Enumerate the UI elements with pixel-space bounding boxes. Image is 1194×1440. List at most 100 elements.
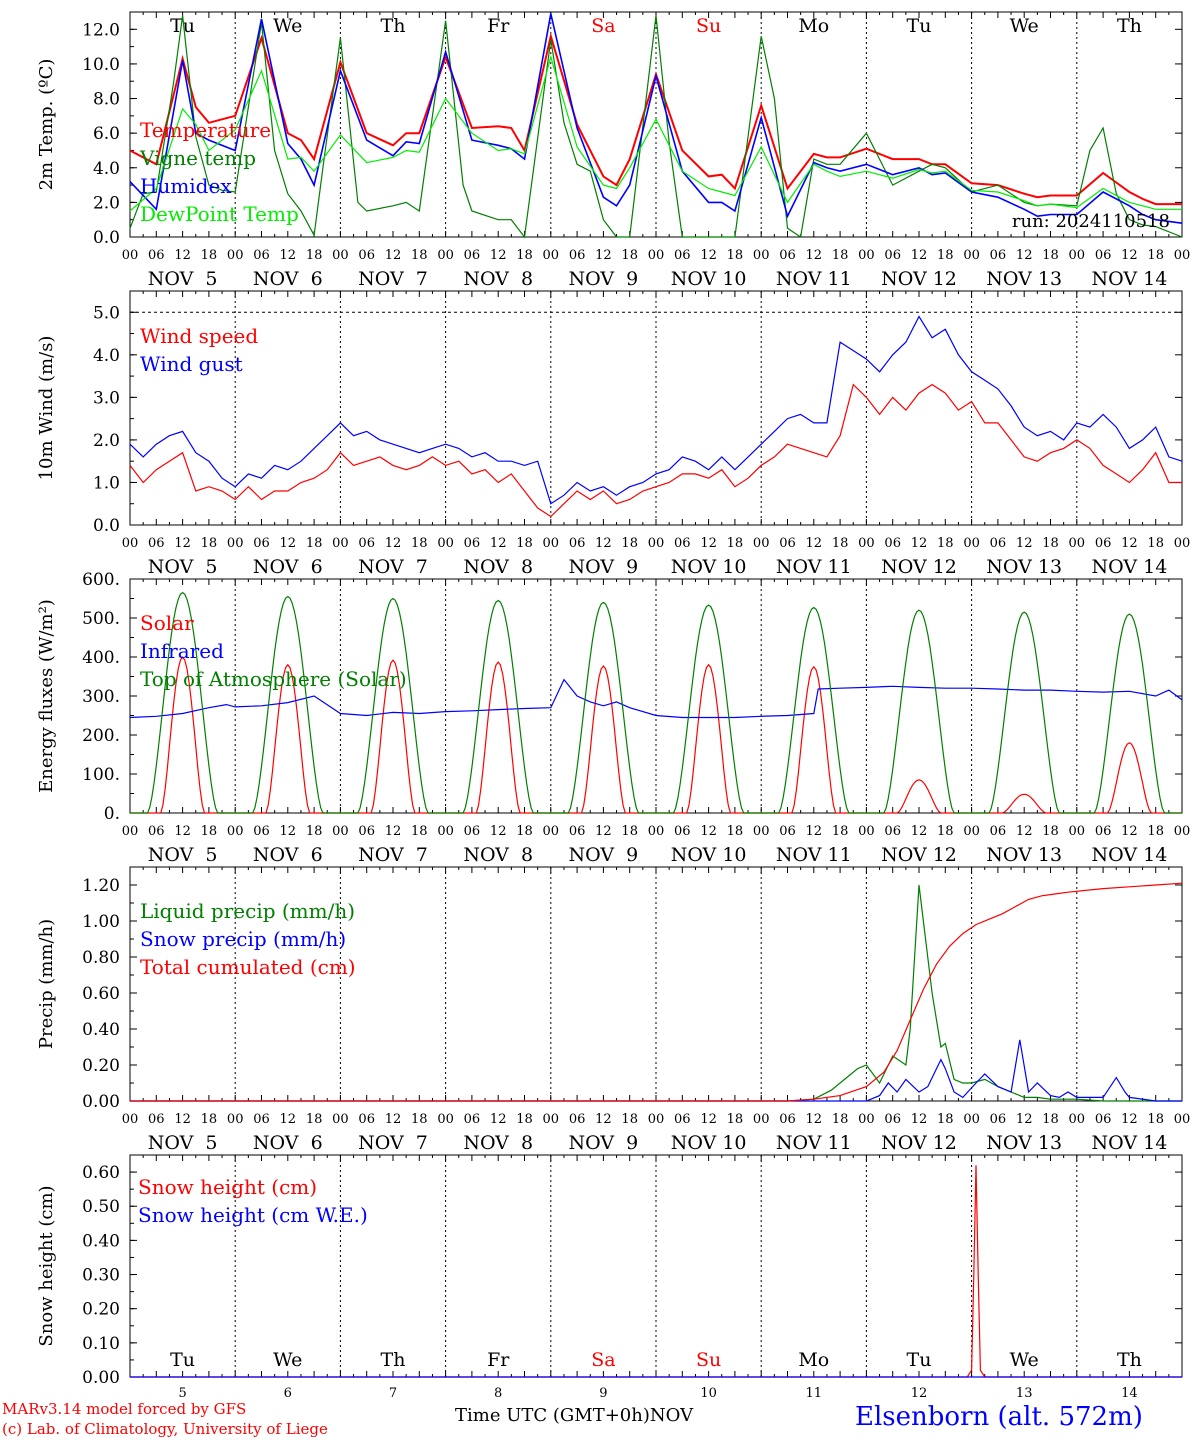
- hour-tick-label: 06: [779, 536, 796, 551]
- hour-tick-label: 18: [1042, 536, 1059, 551]
- hour-tick-label: 06: [674, 1112, 691, 1127]
- day-label: NOV 11: [776, 844, 852, 866]
- y-tick-label: 0.40: [82, 1020, 120, 1040]
- hour-tick-label: 06: [464, 536, 481, 551]
- hour-tick-label: 00: [858, 536, 875, 551]
- y-tick-label: 0.: [104, 804, 120, 824]
- hour-tick-label: 00: [648, 824, 665, 839]
- hour-tick-label: 18: [937, 248, 954, 263]
- y-tick-label: 400.: [82, 648, 120, 668]
- legend-entry: Top of Atmosphere (Solar): [140, 667, 407, 691]
- day-number-label: 7: [389, 1386, 397, 1401]
- hour-tick-label: 18: [832, 1112, 849, 1127]
- hour-tick-label: 12: [490, 824, 507, 839]
- y-tick-label: 600.: [82, 570, 120, 590]
- hour-tick-label: 12: [490, 1112, 507, 1127]
- y-tick-label: 0.50: [82, 1197, 120, 1217]
- hour-tick-label: 18: [411, 248, 428, 263]
- weekday-label: Tu: [170, 15, 195, 37]
- hour-tick-label: 00: [227, 824, 244, 839]
- y-tick-label: 0.20: [82, 1300, 120, 1320]
- y-tick-label: 6.0: [93, 124, 120, 144]
- y-tick-label: 8.0: [93, 90, 120, 110]
- hour-tick-label: 06: [358, 824, 375, 839]
- hour-tick-label: 12: [806, 536, 823, 551]
- hour-tick-label: 00: [543, 824, 560, 839]
- hour-tick-label: 18: [201, 248, 218, 263]
- hour-tick-label: 12: [595, 824, 612, 839]
- hour-tick-label: 18: [832, 824, 849, 839]
- hour-tick-label: 12: [385, 824, 402, 839]
- day-label: NOV 12: [881, 556, 957, 578]
- hour-tick-label: 06: [779, 248, 796, 263]
- weekday-label: We: [1010, 1349, 1039, 1371]
- hour-tick-label: 18: [1147, 824, 1164, 839]
- hour-tick-label: 06: [674, 824, 691, 839]
- hour-tick-label: 00: [963, 248, 980, 263]
- weekday-label: We: [273, 1349, 302, 1371]
- hour-tick-label: 18: [727, 536, 744, 551]
- series-line-1: [129, 678, 1183, 719]
- hour-tick-label: 00: [437, 536, 454, 551]
- hour-tick-label: 00: [753, 824, 770, 839]
- hour-tick-label: 18: [516, 536, 533, 551]
- series-line-2: [130, 591, 1182, 814]
- hour-tick-label: 18: [621, 536, 638, 551]
- hour-tick-label: 06: [569, 536, 586, 551]
- day-label: NOV 9: [569, 844, 639, 866]
- hour-tick-label: 06: [569, 248, 586, 263]
- hour-tick-label: 00: [332, 536, 349, 551]
- day-label: NOV 13: [986, 1132, 1062, 1154]
- y-tick-label: 0.80: [82, 948, 120, 968]
- y-tick-label: 0.20: [82, 1056, 120, 1076]
- hour-tick-label: 06: [990, 824, 1007, 839]
- hour-tick-label: 18: [516, 824, 533, 839]
- y-tick-label: 4.0: [93, 346, 120, 366]
- hour-tick-label: 06: [674, 248, 691, 263]
- weekday-label: Su: [696, 15, 721, 37]
- legend-entry: Liquid precip (mm/h): [140, 899, 355, 923]
- hour-tick-label: 12: [174, 824, 191, 839]
- hour-tick-label: 12: [174, 536, 191, 551]
- hour-tick-label: 00: [332, 248, 349, 263]
- weekday-label: Th: [381, 1349, 406, 1371]
- y-tick-label: 1.00: [82, 912, 120, 932]
- hour-tick-label: 00: [858, 248, 875, 263]
- hour-tick-label: 00: [1069, 824, 1086, 839]
- hour-tick-label: 18: [727, 824, 744, 839]
- legend-entry: Wind speed: [140, 324, 258, 348]
- hour-tick-label: 00: [1174, 824, 1191, 839]
- y-tick-label: 12.0: [82, 20, 120, 40]
- hour-tick-label: 06: [148, 1112, 165, 1127]
- y-tick-label: 500.: [82, 609, 120, 629]
- hour-tick-label: 00: [1069, 1112, 1086, 1127]
- hour-tick-label: 00: [648, 536, 665, 551]
- hour-tick-label: 18: [306, 824, 323, 839]
- legend-entry: Snow height (cm): [138, 1175, 317, 1199]
- day-label: NOV 9: [569, 268, 639, 290]
- weekday-label: Tu: [907, 1349, 932, 1371]
- weekday-label: Th: [1117, 15, 1142, 37]
- y-axis-label: Precip (mm/h): [36, 919, 57, 1049]
- y-tick-label: 300.: [82, 687, 120, 707]
- hour-tick-label: 00: [963, 824, 980, 839]
- day-label: NOV 5: [148, 844, 218, 866]
- day-label: NOV 6: [253, 268, 323, 290]
- hour-tick-label: 18: [832, 536, 849, 551]
- legend-entry: Wind gust: [140, 352, 243, 376]
- hour-tick-label: 00: [963, 1112, 980, 1127]
- day-label: NOV 5: [148, 1132, 218, 1154]
- hour-tick-label: 12: [1016, 824, 1033, 839]
- hour-tick-label: 12: [490, 248, 507, 263]
- hour-tick-label: 00: [1174, 536, 1191, 551]
- hour-tick-label: 00: [437, 248, 454, 263]
- hour-tick-label: 12: [700, 824, 717, 839]
- y-tick-label: 0.30: [82, 1266, 120, 1286]
- hour-tick-label: 00: [1069, 536, 1086, 551]
- hour-tick-label: 00: [543, 1112, 560, 1127]
- day-label: NOV 14: [1091, 268, 1167, 290]
- day-label: NOV 13: [986, 844, 1062, 866]
- weekday-label: Fr: [487, 15, 510, 37]
- hour-tick-label: 00: [1174, 1112, 1191, 1127]
- y-tick-label: 0.00: [82, 1368, 120, 1388]
